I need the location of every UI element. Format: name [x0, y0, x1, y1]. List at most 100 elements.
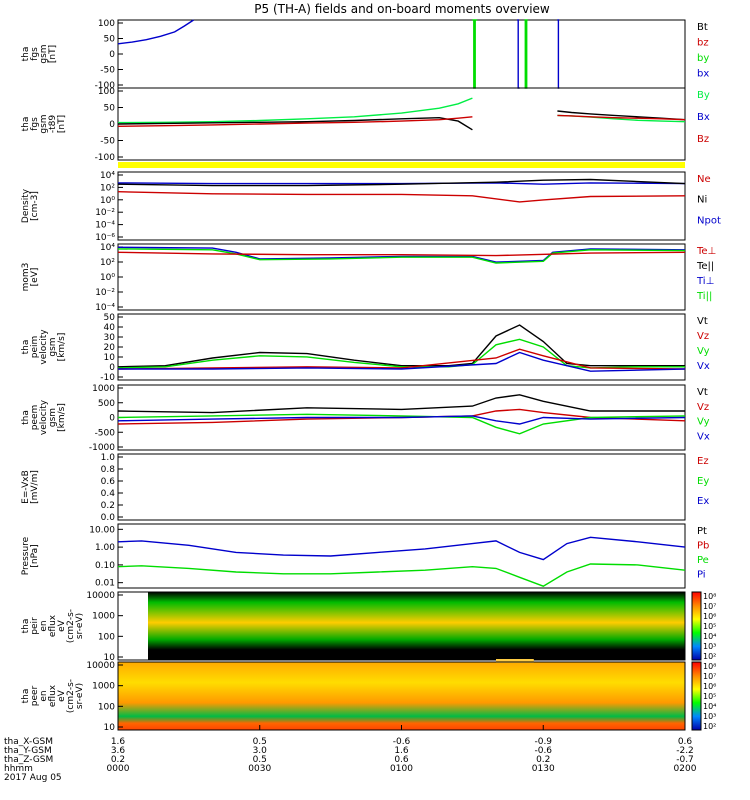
x-tick-label: 0.2: [111, 755, 125, 765]
y-tick-label: -50: [100, 66, 115, 76]
y-axis-label: eflux: [48, 684, 58, 707]
x-tick-label: -0.6: [393, 737, 411, 747]
y-tick-label: 10⁰: [100, 273, 115, 283]
y-axis-label: E=-VxB: [21, 470, 31, 504]
x-tick-label: 0.6: [678, 737, 693, 747]
y-tick-label: 0.6: [101, 477, 116, 487]
legend-Ti⊥: Ti⊥: [696, 276, 714, 287]
y-tick-label: 500: [98, 399, 115, 409]
legend-Npot: Npot: [697, 215, 721, 226]
y-tick-label: 100: [98, 632, 115, 642]
y-axis-label: mom3: [21, 263, 31, 292]
colorbar-tick: 10⁷: [703, 602, 716, 611]
legend-Ni: Ni: [697, 195, 707, 206]
legend-Vt: Vt: [697, 316, 708, 327]
legend-Bz: Bz: [697, 134, 709, 145]
panel-frame: [117, 453, 686, 521]
y-tick-label: 10²: [100, 258, 115, 268]
y-axis-label: (cm2-s-: [66, 679, 76, 713]
x-row-label: tha_Y-GSM: [4, 746, 52, 756]
y-axis-label: peim: [30, 336, 40, 359]
legend-Pt: Pt: [697, 526, 707, 537]
colorbar-tick: 10⁸: [703, 662, 716, 671]
x-tick-label: 0000: [107, 764, 130, 774]
y-tick-label: 0: [109, 363, 115, 373]
colorbar-tick: 10³: [703, 712, 716, 721]
y-axis-label: Pressure: [21, 536, 31, 575]
y-axis-label: peer: [30, 685, 40, 706]
legend-Pe: Pe: [697, 555, 709, 566]
separator-strip: [118, 162, 685, 168]
y-axis-label: gsm: [48, 408, 58, 427]
legend-Te⊥: Te⊥: [696, 246, 716, 257]
y-tick-label: 10000: [86, 661, 115, 671]
y-axis-label: [nT]: [48, 45, 58, 63]
x-tick-label: 3.6: [111, 746, 126, 756]
panel-fgs-t89: 100 50 0 -50 -100 tha fgs gsm -t89 [nT] By Bx Bz: [21, 87, 710, 163]
series-Vx: [118, 351, 686, 372]
series-Pe: [117, 563, 686, 587]
x-tick-label: 0100: [390, 764, 413, 774]
y-axis-label: tha: [21, 117, 31, 132]
y-axis-label: tha: [21, 47, 31, 62]
y-axis-label: tha: [21, 340, 31, 355]
x-tick-label: -0.6: [534, 746, 552, 756]
series-Vz: [117, 348, 686, 370]
x-tick-label: 0.6: [394, 755, 409, 765]
series-bx3: [557, 19, 560, 89]
panel-efield: 1.0 0.8 0.6 0.4 0.2 0.0 E=-VxB [mV/m] Ez Ey Ex: [21, 453, 709, 523]
y-tick-label: 1.00: [95, 543, 115, 553]
legend-Vy: Vy: [697, 346, 710, 357]
y-tick-label: 1000: [92, 612, 115, 622]
colorbar-tick: 10⁶: [703, 682, 716, 691]
y-axis-label: eV: [57, 689, 67, 702]
y-axis-label: en: [39, 690, 49, 701]
series-Vy: [117, 338, 685, 369]
legend-Ne: Ne: [697, 174, 711, 185]
panel-fgs: 100 50 0 -50 -100 tha fgs gsm [nT] Bt bz by bx: [21, 19, 709, 91]
y-axis-label: tha: [21, 689, 31, 704]
legend-Vz: Vz: [697, 331, 709, 342]
y-tick-label: 100: [98, 19, 115, 29]
series-By: [117, 97, 473, 124]
y-tick-label: 10: [104, 653, 116, 663]
y-axis-label: [eV]: [30, 268, 40, 287]
x-tick-label: 0030: [248, 764, 271, 774]
legend-Vz: Vz: [697, 402, 709, 413]
panel-temperature: 10⁴ 10² 10⁰ 10⁻² 10⁻⁴ mom3 [eV] Te⊥ Te|| Ti⊥ Ti||: [21, 243, 716, 313]
colorbar-tick: 10⁷: [703, 672, 716, 681]
legend-Bx: Bx: [697, 112, 710, 123]
data-gap: [118, 592, 148, 660]
x-tick-label: 3.0: [253, 746, 268, 756]
y-tick-label: 30: [104, 333, 116, 343]
series-Te⊥: [117, 251, 686, 257]
y-axis-label: velocity: [39, 329, 49, 365]
series-Vt: [117, 324, 685, 368]
y-tick-label: 0.0: [101, 513, 116, 523]
legend-bz: bz: [697, 38, 709, 49]
panel-pressure: 10.00 1.00 0.10 0.01 Pressure [nPa] Pt Pb Pe Pi: [21, 523, 709, 589]
colorbar-tick: 10⁴: [703, 702, 716, 711]
legend-Vx: Vx: [697, 361, 710, 372]
colorbar-tick: 10³: [703, 642, 716, 651]
panel-peem-velocity: 1000 500 0 -500 -1000 tha peem velocity gsm [km/s…: [21, 384, 710, 453]
plot-title: P5 (TH-A) fields and on-board moments ov…: [254, 2, 550, 16]
series-Vy: [117, 413, 686, 435]
legend-Ti||: Ti||: [696, 291, 712, 302]
y-axis-label: eV: [57, 619, 67, 632]
mode-bar: [496, 659, 534, 663]
y-tick-label: -50: [100, 137, 115, 147]
legend-Ez: Ez: [697, 456, 709, 467]
y-axis-label: Density: [21, 188, 31, 223]
y-tick-label: -100: [95, 81, 116, 91]
panel-frame: [117, 171, 686, 241]
y-tick-label: 10⁻⁴: [95, 221, 115, 231]
series-bx: [117, 19, 194, 45]
y-axis-label: (cm2-s-: [66, 609, 76, 643]
y-tick-label: 0: [109, 414, 115, 424]
colorbar-tick: 10⁵: [703, 622, 716, 631]
